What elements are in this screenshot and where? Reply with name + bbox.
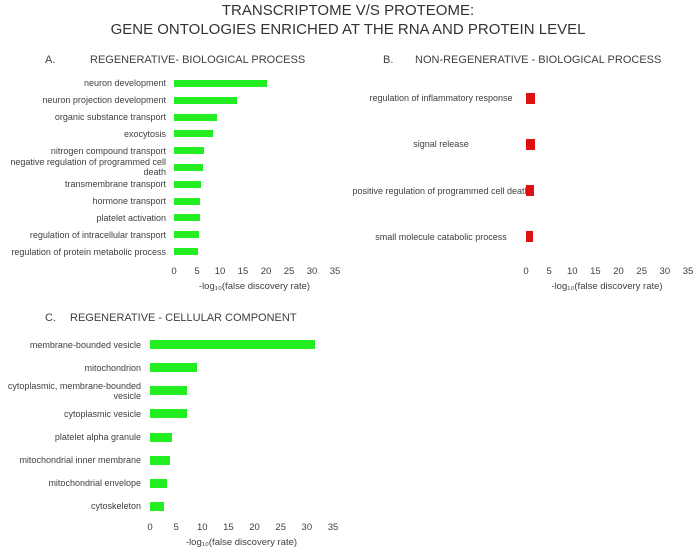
bar — [150, 455, 170, 465]
x-tick-label: 10 — [196, 522, 208, 533]
bar — [150, 386, 188, 396]
bar — [526, 138, 536, 150]
category-label: small molecule catabolic process — [375, 231, 507, 242]
category-label: neuron development — [83, 78, 166, 89]
x-axis-label: -log₁₀(false discovery rate) — [551, 281, 663, 292]
category-label: positive regulation of programmed cell d… — [352, 185, 530, 196]
bar — [150, 478, 168, 488]
x-tick-label: 35 — [327, 522, 339, 533]
panel-title: REGENERATIVE- BIOLOGICAL PROCESS — [90, 54, 306, 66]
category-label: regulation of inflammatory response — [369, 93, 513, 104]
bar — [174, 248, 198, 256]
main-title: GENE ONTOLOGIES ENRICHED AT THE RNA AND … — [110, 21, 586, 38]
category-label: hormone transport — [92, 196, 166, 207]
category-label: neuron projection development — [42, 95, 166, 106]
category-label: mitochondrion — [84, 362, 141, 373]
category-label: regulation of protein metabolic process — [11, 246, 166, 257]
x-tick-label: 30 — [659, 266, 671, 277]
x-tick-label: 10 — [566, 266, 578, 277]
x-tick-label: 20 — [260, 266, 272, 277]
x-tick-label: 15 — [223, 522, 234, 533]
panel-letter: C. — [45, 312, 56, 324]
category-label: negative regulation of programmed cell d… — [10, 157, 166, 178]
panel-letter: A. — [45, 54, 56, 66]
category-label: exocytosis — [123, 128, 166, 139]
panel-title: REGENERATIVE - CELLULAR COMPONENT — [70, 312, 297, 324]
bar — [174, 197, 200, 205]
bar — [150, 432, 172, 442]
x-tick-label: 15 — [590, 266, 601, 277]
x-tick-label: 20 — [613, 266, 624, 277]
bar — [174, 164, 203, 171]
category-label: organic substance transport — [54, 112, 166, 123]
bar — [174, 113, 217, 121]
panel-letter: B. — [383, 54, 394, 66]
category-label: mitochondrial envelope — [48, 478, 141, 489]
bar — [526, 92, 536, 104]
category-label: platelet alpha granule — [54, 432, 141, 443]
x-tick-label: 25 — [283, 266, 295, 277]
bar — [174, 130, 214, 138]
x-axis-label: -log₁₀(false discovery rate) — [185, 537, 298, 548]
panel-title: NON-REGENERATIVE - BIOLOGICAL PROCESS — [415, 54, 662, 66]
x-tick-label: 0 — [523, 266, 529, 277]
bar — [174, 231, 199, 239]
category-label: platelet activation — [96, 212, 166, 223]
x-tick-label: 35 — [682, 266, 694, 277]
bar — [150, 363, 198, 373]
x-tick-label: 30 — [301, 522, 313, 533]
category-label: mitochondrial inner membrane — [19, 455, 141, 466]
x-tick-label: 15 — [237, 266, 249, 277]
x-tick-label: 25 — [636, 266, 647, 277]
x-tick-label: 0 — [171, 266, 177, 277]
x-axis-label: -log₁₀(false discovery rate) — [198, 281, 311, 292]
category-label: membrane-bounded vesicle — [29, 339, 141, 350]
category-label: regulation of intracellular transport — [29, 229, 166, 240]
bar — [150, 340, 315, 350]
x-tick-label: 0 — [147, 522, 153, 533]
bar — [174, 96, 238, 104]
x-tick-label: 35 — [329, 266, 341, 277]
bar — [174, 214, 200, 222]
bar — [526, 231, 533, 243]
category-label: cytoskeleton — [90, 501, 141, 512]
main-title: TRANSCRIPTOME V/S PROTEOME: — [221, 2, 475, 19]
bar — [174, 79, 267, 87]
x-tick-label: 10 — [214, 266, 226, 277]
bar — [150, 409, 188, 419]
category-label: cytoplasmic vesicle — [63, 408, 141, 419]
x-tick-label: 25 — [275, 522, 286, 533]
bar — [150, 501, 165, 511]
x-tick-label: 20 — [249, 522, 260, 533]
category-label: transmembrane transport — [64, 179, 166, 190]
x-tick-label: 5 — [173, 522, 179, 533]
x-tick-label: 5 — [546, 266, 552, 277]
category-label: cytoplasmic, membrane-bounded vesicle — [7, 380, 141, 401]
bar — [174, 147, 204, 155]
category-label: nitrogen compound transport — [50, 145, 166, 156]
category-label: signal release — [413, 139, 469, 150]
bar — [174, 180, 202, 188]
x-tick-label: 5 — [194, 266, 200, 277]
x-tick-label: 30 — [306, 266, 318, 277]
bar — [526, 185, 534, 197]
